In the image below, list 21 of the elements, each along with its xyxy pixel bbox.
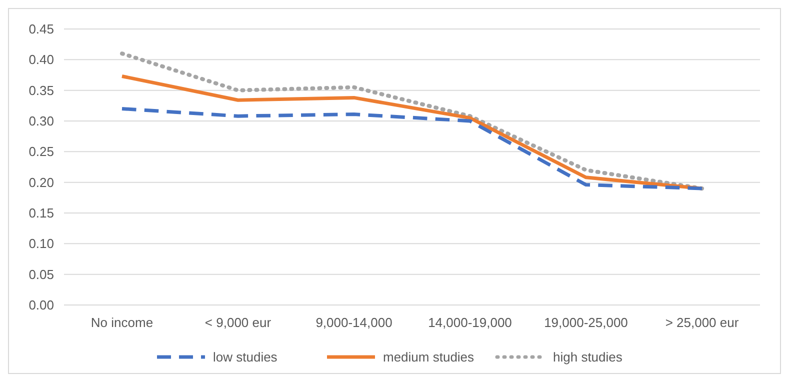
x-tick-label: 19,000-25,000 <box>544 315 628 330</box>
x-tick-label: 9,000-14,000 <box>316 315 392 330</box>
y-tick-label: 0.20 <box>28 174 54 190</box>
x-tick-label: < 9,000 eur <box>204 315 272 330</box>
y-tick-label: 0.45 <box>28 22 54 37</box>
y-tick-label: 0.35 <box>28 82 54 98</box>
line-series <box>120 106 704 190</box>
y-tick-label: 0.05 <box>28 266 54 282</box>
x-tick-label: No income <box>90 315 154 330</box>
y-tick-label: 0.30 <box>28 114 54 129</box>
y-tick-label: 0.15 <box>28 206 54 221</box>
y-tick-label: 0.10 <box>28 236 54 252</box>
y-tick-label: 0.00 <box>28 298 54 313</box>
x-tick-label: 14,000-19,000 <box>428 315 512 330</box>
y-tick-label: 0.25 <box>28 144 54 160</box>
legend-label: low studies <box>213 350 278 365</box>
x-tick-label: > 25,000 eur <box>665 315 740 330</box>
legend-label: medium studies <box>383 350 475 365</box>
y-tick-label: 0.40 <box>28 52 54 68</box>
line-series <box>120 52 704 190</box>
legend-label: high studies <box>553 350 623 365</box>
